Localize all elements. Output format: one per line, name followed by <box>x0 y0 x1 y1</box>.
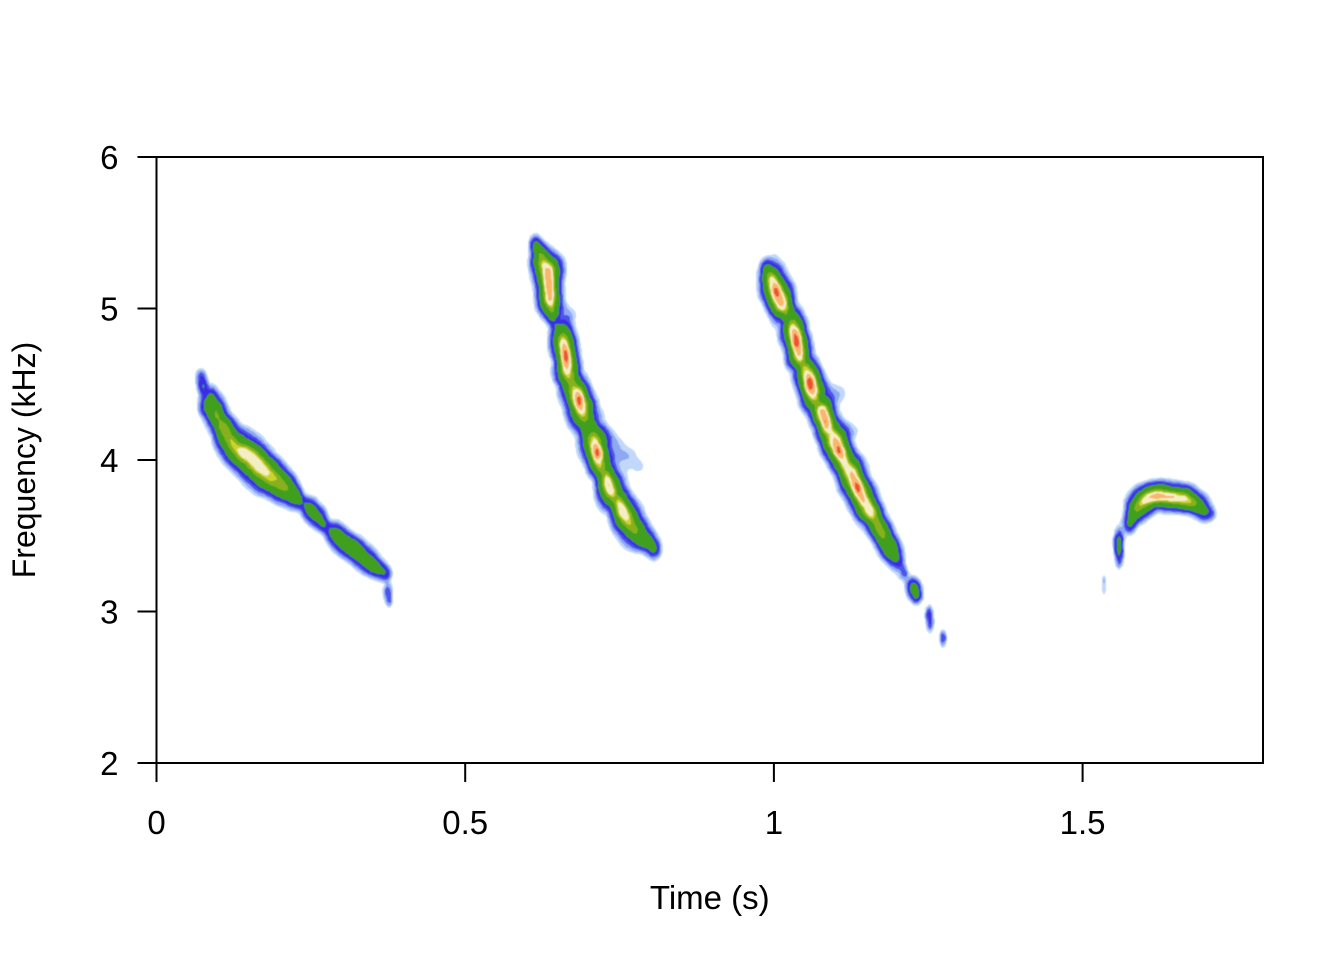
svg-text:6: 6 <box>100 139 118 176</box>
svg-text:3: 3 <box>100 594 118 631</box>
svg-text:2: 2 <box>100 745 118 782</box>
svg-text:1.5: 1.5 <box>1060 804 1106 841</box>
svg-text:4: 4 <box>100 442 118 479</box>
svg-text:Time (s): Time (s) <box>650 879 770 916</box>
svg-text:Frequency (kHz): Frequency (kHz) <box>6 342 42 579</box>
svg-text:0.5: 0.5 <box>442 804 488 841</box>
svg-text:5: 5 <box>100 291 118 328</box>
svg-text:0: 0 <box>147 804 165 841</box>
svg-text:1: 1 <box>765 804 783 841</box>
